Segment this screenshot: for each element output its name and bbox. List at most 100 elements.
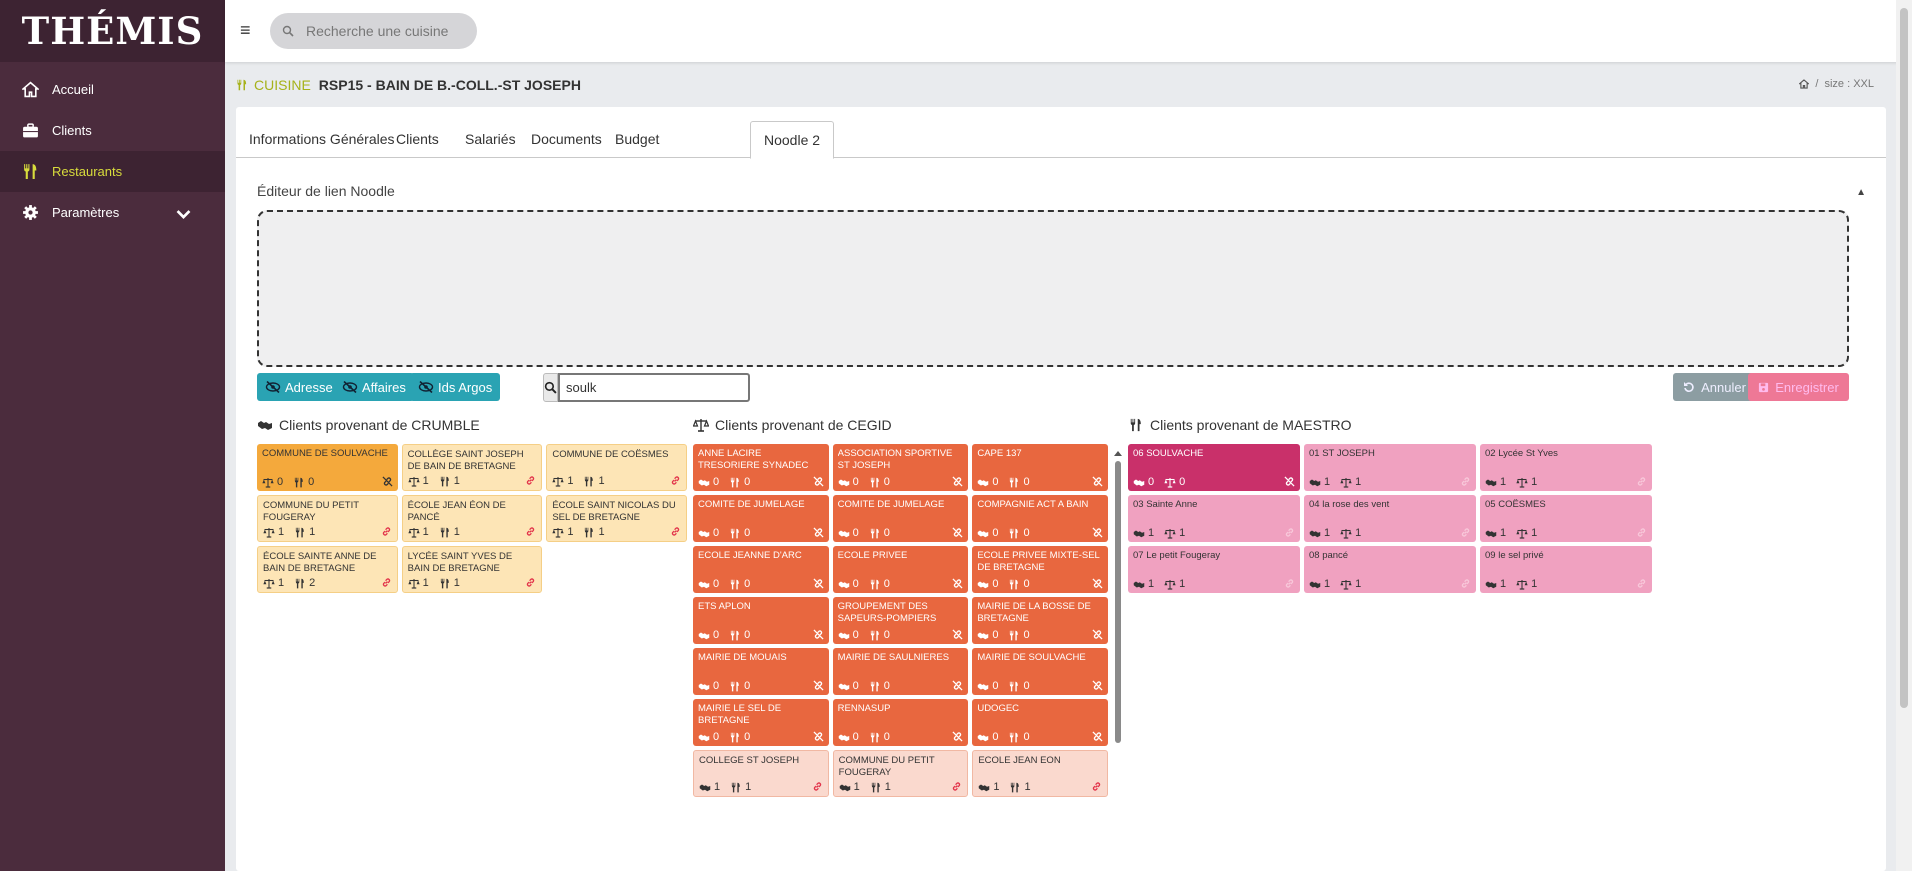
crumble-client-tile[interactable]: COLLÈGE SAINT JOSEPH DE BAIN DE BRETAGNE… (401, 444, 543, 491)
maestro-client-tile[interactable]: 04 la rose des vent 1 1 (1304, 495, 1476, 542)
maestro-client-tile[interactable]: 06 SOULVACHE 0 0 (1128, 444, 1300, 491)
unlink-icon[interactable] (952, 578, 963, 589)
unlink-icon[interactable] (813, 578, 824, 589)
link-icon[interactable] (951, 781, 962, 792)
cegid-client-tile[interactable]: MAIRIE DE MOUAIS 0 0 (693, 648, 829, 695)
unlink-icon[interactable] (952, 527, 963, 538)
menu-toggle-icon[interactable]: ≡ (240, 20, 251, 40)
unlink-icon[interactable] (382, 476, 393, 487)
cegid-scrollbar-thumb[interactable] (1115, 461, 1121, 743)
link-icon[interactable] (1284, 578, 1295, 589)
maestro-client-tile[interactable]: 02 Lycée St Yves 1 1 (1480, 444, 1652, 491)
unlink-icon[interactable] (813, 680, 824, 691)
tab-noodle-2[interactable]: Noodle 2 (750, 121, 835, 159)
tab-clients[interactable]: Clients (396, 131, 439, 147)
save-button[interactable]: Enregistrer (1748, 373, 1849, 401)
cegid-client-tile[interactable]: UDOGEC 0 0 (972, 699, 1108, 746)
link-icon[interactable] (1636, 527, 1647, 538)
tab-salaries[interactable]: Salariés (465, 131, 516, 147)
cegid-client-tile[interactable]: ECOLE PRIVEE 0 0 (832, 546, 969, 593)
cegid-client-tile[interactable]: ETS APLON 0 0 (693, 597, 829, 644)
crumble-client-tile[interactable]: LYCÉE SAINT YVES DE BAIN DE BRETAGNE 1 1 (401, 546, 543, 593)
link-icon[interactable] (812, 781, 823, 792)
maestro-client-tile[interactable]: 09 le sel privé 1 1 (1480, 546, 1652, 593)
unlink-icon[interactable] (952, 680, 963, 691)
cegid-client-tile[interactable]: MAIRIE DE SOULVACHE 0 0 (972, 648, 1108, 695)
link-icon[interactable] (1460, 527, 1471, 538)
link-icon[interactable] (525, 526, 536, 537)
crumble-client-tile[interactable]: ÉCOLE SAINT NICOLAS DU SEL DE BRETAGNE 1 1 (546, 495, 687, 542)
crumble-client-tile[interactable]: ÉCOLE SAINTE ANNE DE BAIN DE BRETAGNE 1 2 (257, 546, 398, 593)
app-logo[interactable]: THÉMIS (0, 0, 225, 62)
tab-informations-generales[interactable]: Informations Générales (249, 131, 395, 147)
sidebar-item-accueil[interactable]: Accueil (0, 69, 225, 110)
cegid-client-tile[interactable]: COMITE DE JUMELAGE 0 0 (832, 495, 969, 542)
crumble-client-tile[interactable]: ÉCOLE JEAN ÉON DE PANCÉ 1 1 (401, 495, 543, 542)
link-icon[interactable] (381, 526, 392, 537)
unlink-icon[interactable] (952, 629, 963, 640)
cegid-client-tile[interactable]: COLLEGE ST JOSEPH 1 1 (693, 750, 829, 797)
link-icon[interactable] (1460, 476, 1471, 487)
cegid-client-tile[interactable]: COMITE DE JUMELAGE 0 0 (693, 495, 829, 542)
cegid-scrollbar[interactable] (1113, 449, 1123, 744)
unlink-icon[interactable] (952, 731, 963, 742)
cegid-client-tile[interactable]: MAIRIE DE SAULNIERES 0 0 (832, 648, 969, 695)
cegid-client-tile[interactable]: COMMUNE DU PETIT FOUGERAY 1 1 (832, 750, 969, 797)
cancel-button[interactable]: Annuler (1673, 373, 1756, 401)
cegid-client-tile[interactable]: ECOLE JEAN EON 1 1 (972, 750, 1108, 797)
maestro-client-tile[interactable]: 01 ST JOSEPH 1 1 (1304, 444, 1476, 491)
cegid-client-tile[interactable]: CAPE 137 0 0 (972, 444, 1108, 491)
sidebar-item-clients[interactable]: Clients (0, 110, 225, 151)
tab-documents[interactable]: Documents (531, 131, 602, 147)
collapse-caret-icon[interactable]: ▲ (1856, 187, 1866, 198)
unlink-icon[interactable] (1092, 629, 1103, 640)
link-icon[interactable] (1284, 527, 1295, 538)
unlink-icon[interactable] (1092, 476, 1103, 487)
unlink-icon[interactable] (952, 476, 963, 487)
sidebar-item-parametres[interactable]: Paramètres (0, 192, 225, 233)
sidebar-item-restaurants[interactable]: Restaurants (0, 151, 225, 192)
unlink-icon[interactable] (813, 527, 824, 538)
cegid-client-tile[interactable]: RENNASUP 0 0 (832, 699, 969, 746)
link-icon[interactable] (1636, 578, 1647, 589)
link-icon[interactable] (670, 526, 681, 537)
unlink-icon[interactable] (1092, 731, 1103, 742)
cegid-client-tile[interactable]: GROUPEMENT DES SAPEURS-POMPIERS 0 0 (832, 597, 969, 644)
toggle-affaires-button[interactable]: Affaires (334, 373, 414, 401)
crumble-client-tile[interactable]: COMMUNE DE COËSMES 1 1 (546, 444, 687, 491)
unlink-icon[interactable] (1092, 680, 1103, 691)
link-icon[interactable] (1460, 578, 1471, 589)
link-icon[interactable] (381, 577, 392, 588)
link-icon[interactable] (1091, 781, 1102, 792)
link-icon[interactable] (1636, 476, 1647, 487)
page-scrollbar-thumb[interactable] (1900, 8, 1908, 708)
unlink-icon[interactable] (813, 731, 824, 742)
search-input[interactable]: Recherche une cuisine (270, 13, 477, 49)
crumble-client-tile[interactable]: COMMUNE DE SOULVACHE 0 0 (257, 444, 398, 491)
unlink-icon[interactable] (1092, 578, 1103, 589)
cegid-client-tile[interactable]: ANNE LACIRE TRESORIERE SYNADEC 0 0 (693, 444, 829, 491)
toggle-ids-argos-button[interactable]: Ids Argos (410, 373, 501, 401)
link-dropzone[interactable] (257, 210, 1849, 367)
cegid-client-tile[interactable]: MAIRIE LE SEL DE BRETAGNE 0 0 (693, 699, 829, 746)
unlink-icon[interactable] (813, 629, 824, 640)
toggle-adresse-button[interactable]: Adresse (257, 373, 341, 401)
crumble-client-tile[interactable]: COMMUNE DU PETIT FOUGERAY 1 1 (257, 495, 398, 542)
link-icon[interactable] (525, 577, 536, 588)
tab-budget[interactable]: Budget (615, 131, 660, 147)
link-icon[interactable] (670, 475, 681, 486)
maestro-client-tile[interactable]: 08 pancé 1 1 (1304, 546, 1476, 593)
maestro-client-tile[interactable]: 03 Sainte Anne 1 1 (1128, 495, 1300, 542)
page-scrollbar[interactable] (1896, 0, 1912, 871)
unlink-icon[interactable] (813, 476, 824, 487)
maestro-client-tile[interactable]: 07 Le petit Fougeray 1 1 (1128, 546, 1300, 593)
cegid-client-tile[interactable]: ECOLE PRIVEE MIXTE-SEL DE BRETAGNE 0 0 (972, 546, 1108, 593)
filter-input[interactable] (558, 373, 750, 402)
maestro-client-tile[interactable]: 05 COËSMES 1 1 (1480, 495, 1652, 542)
home-icon[interactable] (1799, 79, 1810, 89)
scroll-up-icon[interactable] (1113, 449, 1123, 457)
link-icon[interactable] (525, 475, 536, 486)
cegid-client-tile[interactable]: ECOLE JEANNE D'ARC 0 0 (693, 546, 829, 593)
unlink-icon[interactable] (1284, 476, 1295, 487)
unlink-icon[interactable] (1092, 527, 1103, 538)
